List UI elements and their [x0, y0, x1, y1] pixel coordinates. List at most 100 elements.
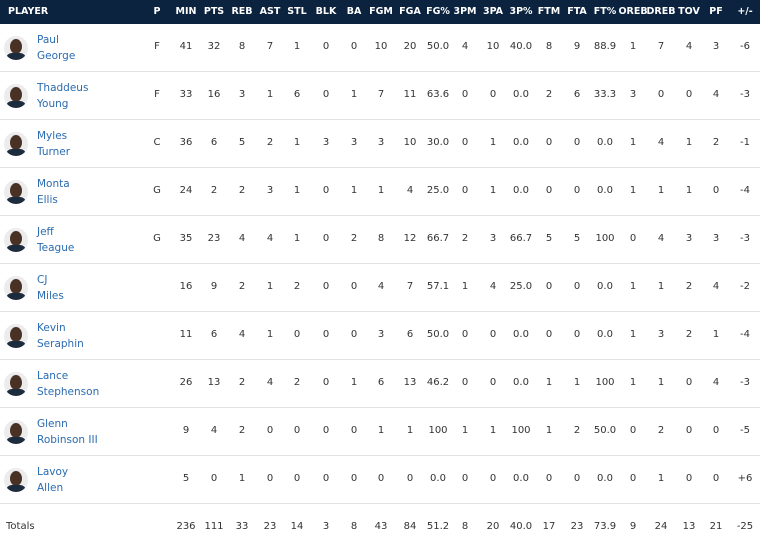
stat-cell: 9: [573, 41, 581, 52]
stat-cell: -3: [740, 89, 750, 100]
stat-cell: 0: [685, 425, 693, 436]
stat-cell: 24: [179, 185, 193, 196]
stat-cell: 1: [657, 281, 665, 292]
stat-cell: 0.0: [513, 185, 529, 196]
player-first-name[interactable]: Lavoy: [37, 466, 69, 478]
stat-cell: 0.0: [513, 137, 529, 148]
player-row: Glenn Robinson III 9 4 2 0 0 0 0 1 1 100 1 1 100 1 2 50.0…: [0, 408, 760, 456]
stat-cell: 35: [179, 233, 193, 244]
stat-cell: 0: [461, 89, 469, 100]
stat-cell: 1: [629, 137, 637, 148]
stat-cell: -3: [740, 377, 750, 388]
total-cell: 13: [682, 521, 696, 532]
stat-cell: 7: [377, 89, 385, 100]
stat-cell: 0: [461, 137, 469, 148]
stat-cell: 5: [182, 473, 190, 484]
stat-cell: 0: [322, 233, 330, 244]
header-cell: PLAYER: [8, 6, 49, 17]
stat-cell: 0: [712, 425, 720, 436]
stat-cell: 0: [489, 89, 497, 100]
header-cell: OREB: [618, 6, 648, 17]
stat-cell: 1: [657, 185, 665, 196]
stat-cell: 7: [266, 41, 274, 52]
stat-cell: 12: [403, 233, 417, 244]
stat-cell: 8: [238, 41, 246, 52]
avatar-body: [6, 197, 26, 204]
player-first-name[interactable]: Monta: [37, 178, 70, 190]
total-cell: 40.0: [509, 521, 533, 532]
stat-cell: -2: [740, 281, 750, 292]
player-last-name[interactable]: Stephenson: [37, 386, 100, 398]
stat-cell: 1: [377, 425, 385, 436]
stat-cell: 4: [238, 329, 246, 340]
header-cell: 3PA: [482, 6, 504, 17]
avatar-head: [10, 87, 22, 102]
player-first-name[interactable]: Kevin: [37, 322, 66, 334]
player-first-name[interactable]: Paul: [37, 34, 59, 46]
total-cell: 3: [322, 521, 330, 532]
stat-cell: 0: [489, 377, 497, 388]
stat-cell: 4: [657, 233, 665, 244]
total-cell: 14: [290, 521, 304, 532]
stat-cell: 10: [374, 41, 388, 52]
stat-cell: 4: [657, 137, 665, 148]
avatar-body: [6, 293, 26, 300]
player-first-name[interactable]: Jeff: [37, 226, 54, 238]
header-cell: TOV: [678, 6, 700, 17]
player-last-name[interactable]: Young: [37, 98, 69, 110]
player-first-name[interactable]: Lance: [37, 370, 69, 382]
stat-cell: 2: [350, 233, 358, 244]
avatar-body: [6, 437, 26, 444]
stat-cell: 3: [266, 185, 274, 196]
stat-cell: 0: [322, 425, 330, 436]
avatar-head: [10, 183, 22, 198]
player-last-name[interactable]: Turner: [37, 146, 71, 158]
stat-cell: 2: [685, 329, 693, 340]
header-cell: FGA: [399, 6, 421, 17]
stat-cell: 6: [377, 377, 385, 388]
stat-cell: 0: [573, 185, 581, 196]
stat-cell: 2: [238, 281, 246, 292]
player-last-name[interactable]: Allen: [37, 482, 64, 494]
total-cell: 8: [350, 521, 358, 532]
stat-cell: 4: [266, 233, 274, 244]
stat-cell: 1: [406, 425, 414, 436]
stat-cell: 0: [545, 137, 553, 148]
total-cell: 43: [374, 521, 388, 532]
stat-cell: 100: [595, 233, 615, 244]
stat-cell: 66.7: [426, 233, 450, 244]
player-last-name[interactable]: Miles: [37, 290, 64, 302]
player-first-name[interactable]: Myles: [37, 130, 68, 142]
player-first-name[interactable]: Thaddeus: [37, 82, 89, 94]
stat-cell: 50.0: [426, 329, 450, 340]
stat-cell: 32: [207, 41, 221, 52]
stat-cell: 16: [207, 89, 221, 100]
stat-cell: 100: [511, 425, 531, 436]
stat-cell: 6: [573, 89, 581, 100]
total-cell: 23: [263, 521, 277, 532]
stat-cell: 6: [293, 89, 301, 100]
player-last-name[interactable]: Robinson III: [37, 434, 98, 446]
stat-cell: 0: [461, 185, 469, 196]
avatar-head: [10, 231, 22, 246]
player-first-name[interactable]: Glenn: [37, 418, 68, 430]
stat-cell: 0: [489, 329, 497, 340]
stat-cell: 11: [403, 89, 417, 100]
header-cell: FT%: [593, 6, 617, 17]
player-last-name[interactable]: George: [37, 50, 76, 62]
position: G: [153, 233, 161, 244]
stat-cell: 3: [322, 137, 330, 148]
player-first-name[interactable]: CJ: [37, 274, 48, 286]
stat-cell: -5: [740, 425, 750, 436]
player-last-name[interactable]: Teague: [37, 242, 75, 254]
stat-cell: -4: [740, 185, 750, 196]
stat-cell: 6: [406, 329, 414, 340]
player-avatar: [4, 372, 28, 396]
player-last-name[interactable]: Seraphin: [37, 338, 84, 350]
stat-cell: 0: [210, 473, 218, 484]
player-last-name[interactable]: Ellis: [37, 194, 58, 206]
total-cell: 51.2: [426, 521, 450, 532]
stat-cell: 33: [179, 89, 193, 100]
header-cell: BLK: [315, 6, 337, 17]
player-avatar: [4, 324, 28, 348]
